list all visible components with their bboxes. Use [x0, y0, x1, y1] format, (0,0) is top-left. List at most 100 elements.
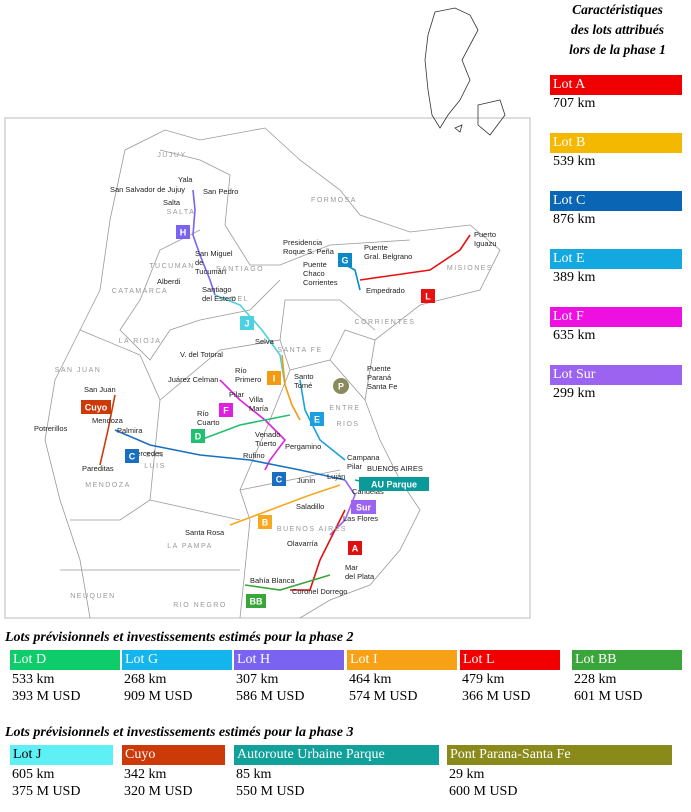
city-label-line: Presidencia	[283, 238, 323, 247]
lot-label: Lot A	[550, 75, 682, 95]
city-label: Yala	[178, 175, 193, 184]
city-label: Rufino	[243, 451, 265, 460]
city-label-line: del Estero	[202, 294, 236, 303]
city-label: Las Flores	[343, 514, 378, 523]
city-label-line: Pergamino	[285, 442, 321, 451]
lot-marker	[267, 371, 281, 385]
city-label-line: Tomé	[294, 381, 312, 390]
city-label-line: Yala	[178, 175, 193, 184]
city-label-line: Río	[235, 366, 247, 375]
city-label: San Juan	[84, 385, 116, 394]
lot-label: Lot D	[10, 650, 120, 670]
city-label: Saladillo	[296, 502, 324, 511]
city-label: Campana	[347, 453, 380, 462]
city-label-line: Corrientes	[303, 278, 338, 287]
province-label: SALTA	[167, 209, 196, 216]
city-label: Olavarría	[287, 539, 319, 548]
province-label: MENDOZA	[85, 482, 131, 489]
city-label-line: Santa Fe	[367, 382, 397, 391]
city-label: Coronel Dorrego	[292, 587, 347, 596]
lot-marker	[125, 449, 139, 463]
lot-length: 307 km	[236, 672, 279, 687]
lot-cost: 586 M USD	[236, 689, 305, 704]
city-label-line: Roque S. Peña	[283, 247, 335, 256]
lot-length: 464 km	[349, 672, 392, 687]
lot-label: Lot B	[550, 133, 682, 153]
lot-marker	[310, 412, 324, 426]
lot-marker-label: Cuyo	[85, 403, 108, 413]
lot-length: 539 km	[553, 154, 596, 169]
province-label: SAN	[146, 452, 165, 459]
city-label: Puerto Iguazu	[474, 230, 497, 248]
lot-marker	[240, 316, 254, 330]
lot-marker-label: H	[180, 228, 187, 238]
lot-length: 389 km	[553, 270, 596, 285]
lot-marker-label: D	[195, 432, 202, 442]
city-label: Puente Chaco Corrientes	[303, 260, 338, 287]
city-label-line: Olavarría	[287, 539, 319, 548]
city-label: Luján	[327, 472, 345, 481]
city-label-line: Mercedes	[130, 449, 163, 458]
city-label-line: Junín	[297, 476, 315, 485]
lot-label: Lot Sur	[550, 365, 682, 385]
city-label: San Salvador de Jujuy	[110, 185, 185, 194]
city-label-line: Selva	[255, 337, 275, 346]
province-label: DEL	[231, 296, 249, 303]
city-label: Santiago del Estero	[202, 285, 236, 303]
province-label: FORMOSA	[311, 197, 357, 204]
city-label: Presidencia Roque S. Peña	[283, 238, 335, 256]
city-label-line: V. del Totoral	[180, 350, 223, 359]
lot-label: Lot L	[460, 650, 560, 670]
lot-length: 29 km	[449, 767, 485, 782]
city-label: Puente Gral. Belgrano	[364, 243, 412, 261]
lot-marker	[359, 477, 429, 491]
lot-cost: 600 M USD	[449, 784, 518, 799]
city-label-line: Villa	[249, 395, 264, 404]
lot-marker-label: P	[338, 382, 344, 392]
city-label-line: Campana	[347, 453, 380, 462]
city-label-line: Tuerto	[255, 439, 276, 448]
lot-marker	[191, 429, 205, 443]
province-label: SANTA FE	[277, 347, 322, 354]
province-label: LUIS	[144, 463, 166, 470]
province-label: ENTRE	[329, 405, 360, 412]
city-label-line: Cuarto	[197, 418, 220, 427]
lot-length: 85 km	[236, 767, 272, 782]
lot-length: 228 km	[574, 672, 617, 687]
city-label-line: Puente	[367, 364, 391, 373]
city-label-line: BUENOS AIRES	[367, 464, 423, 473]
province-label: LA PAMPA	[167, 543, 213, 550]
city-label-line: Pareditas	[82, 464, 114, 473]
phase1-title: lors de la phase 1	[569, 42, 666, 57]
city-label: Salta	[163, 198, 181, 207]
city-label: Palmira	[117, 426, 143, 435]
lot-label: Lot J	[10, 745, 113, 765]
city-label-line: Gral. Belgrano	[364, 252, 412, 261]
lot-length: 635 km	[553, 328, 596, 343]
city-label-line: Iguazu	[474, 239, 497, 248]
lot-marker-label: E	[314, 415, 320, 425]
city-label-line: del Plata	[345, 572, 375, 581]
city-label-line: San Pedro	[203, 187, 238, 196]
city-label-line: Tucumán	[195, 267, 226, 276]
borders	[44, 127, 501, 619]
lot-marker-label: AU Parque	[371, 480, 417, 490]
city-label: Alberdi	[157, 277, 181, 286]
lot-marker	[338, 253, 352, 267]
lot-length: 533 km	[12, 672, 55, 687]
lot-marker	[348, 541, 362, 555]
city-label: Selva	[255, 337, 275, 346]
province-label: CATAMARCA	[112, 288, 168, 295]
lot-cost: 375 M USD	[12, 784, 81, 799]
lot-length: 268 km	[124, 672, 167, 687]
lot-label: Lot I	[347, 650, 457, 670]
city-label-line: Bahía Blanca	[250, 576, 295, 585]
lot-length: 299 km	[553, 386, 596, 401]
lot-marker-label: B	[262, 518, 269, 528]
lot-marker-label: I	[273, 374, 276, 384]
lot-marker	[258, 515, 272, 529]
province-label: RIOS	[336, 421, 359, 428]
city-label-line: San Salvador de Jujuy	[110, 185, 185, 194]
